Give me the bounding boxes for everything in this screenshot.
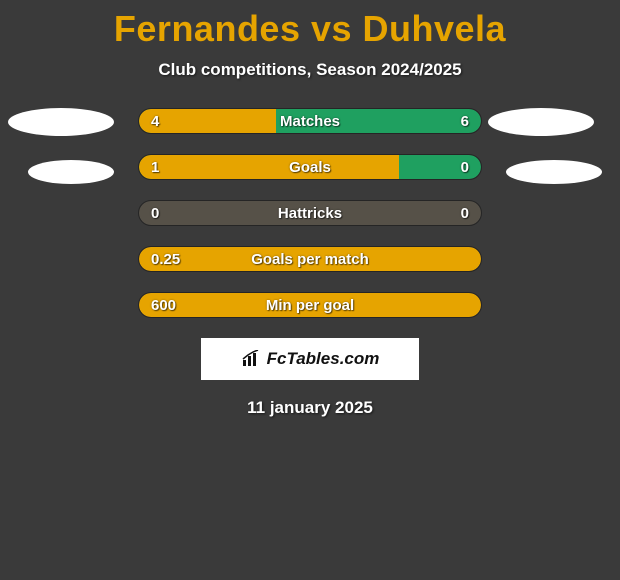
decorative-ellipse bbox=[8, 108, 114, 136]
stat-row: 1Goals0 bbox=[138, 154, 482, 180]
stat-row: 0Hattricks0 bbox=[138, 200, 482, 226]
stat-row: 600Min per goal bbox=[138, 292, 482, 318]
brand-text: FcTables.com bbox=[267, 349, 380, 369]
stat-label: Min per goal bbox=[139, 293, 481, 317]
decorative-ellipse bbox=[28, 160, 114, 184]
player1-name: Fernandes bbox=[114, 8, 301, 49]
decorative-ellipse bbox=[506, 160, 602, 184]
stat-label: Goals bbox=[139, 155, 481, 179]
title-vs: vs bbox=[300, 8, 362, 49]
player2-name: Duhvela bbox=[363, 8, 507, 49]
stat-label: Goals per match bbox=[139, 247, 481, 271]
comparison-stage: 4Matches61Goals00Hattricks00.25Goals per… bbox=[0, 108, 620, 318]
stat-label: Hattricks bbox=[139, 201, 481, 225]
stat-row: 4Matches6 bbox=[138, 108, 482, 134]
decorative-ellipse bbox=[488, 108, 594, 136]
brand-box: FcTables.com bbox=[201, 338, 419, 380]
stat-right-value: 6 bbox=[461, 109, 469, 133]
date-line: 11 january 2025 bbox=[0, 398, 620, 418]
stat-right-value: 0 bbox=[461, 201, 469, 225]
stat-label: Matches bbox=[139, 109, 481, 133]
bar-chart-icon bbox=[241, 350, 263, 368]
subtitle: Club competitions, Season 2024/2025 bbox=[0, 60, 620, 80]
stat-rows: 4Matches61Goals00Hattricks00.25Goals per… bbox=[138, 108, 482, 318]
page-title: Fernandes vs Duhvela bbox=[0, 0, 620, 50]
stat-right-value: 0 bbox=[461, 155, 469, 179]
stat-row: 0.25Goals per match bbox=[138, 246, 482, 272]
